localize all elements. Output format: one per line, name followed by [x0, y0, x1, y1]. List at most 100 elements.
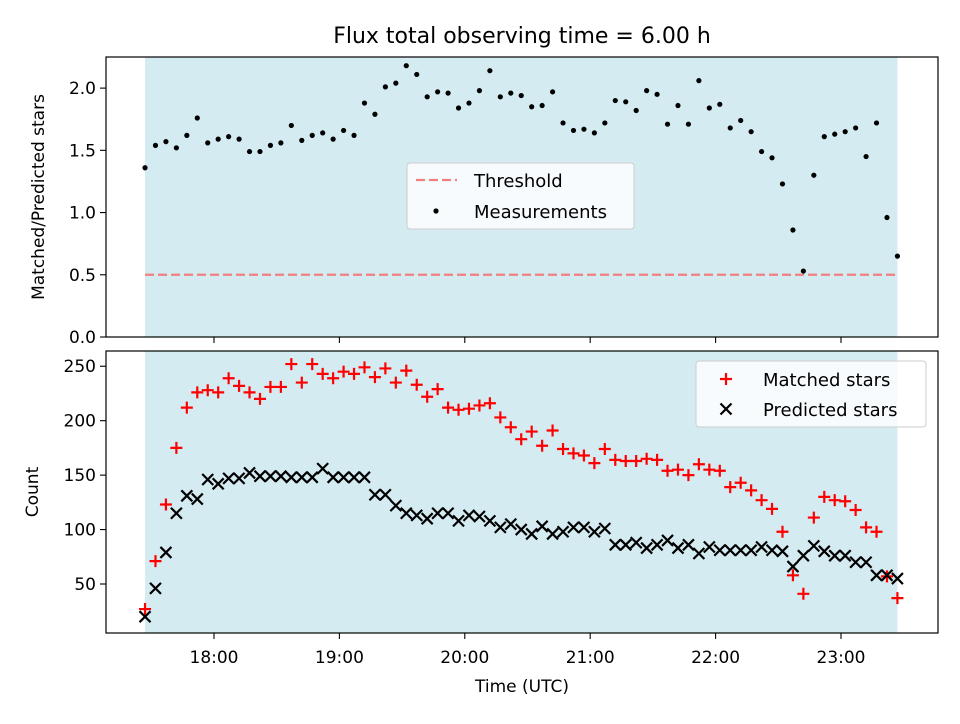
matched-point: [149, 555, 162, 568]
measurement-point: [863, 153, 869, 160]
predicted-point: [452, 514, 465, 528]
predicted-point: [682, 538, 695, 552]
legend-matched-swatch: [720, 373, 732, 385]
y-tick-label: 0.5: [69, 266, 96, 286]
predicted-point: [441, 506, 455, 520]
y-tick-label: 200: [64, 412, 96, 432]
predicted-point: [431, 506, 444, 520]
matched-point: [243, 386, 256, 399]
matched-point: [776, 525, 789, 538]
measurement-point: [790, 227, 796, 233]
predicted-point: [504, 517, 518, 531]
matched-point: [755, 494, 768, 507]
y-tick-label: 0.0: [69, 328, 96, 348]
matched-point: [567, 447, 580, 460]
predicted-point: [870, 569, 883, 582]
measurement-point: [351, 132, 357, 138]
matched-point: [483, 397, 496, 410]
matched-point: [337, 365, 350, 378]
measurement-point: [675, 102, 681, 109]
measurement-point: [644, 88, 650, 94]
measurement-point: [800, 268, 806, 274]
top-y-axis-label: Matched/Predicted stars: [29, 94, 49, 300]
matched-point: [619, 454, 632, 467]
measurement-point: [226, 134, 232, 140]
measurement-point: [654, 91, 660, 97]
x-tick-label: 21:00: [566, 648, 615, 668]
measurement-point: [769, 155, 775, 161]
matched-point: [473, 399, 486, 412]
measurement-point: [393, 80, 399, 86]
predicted-point: [640, 541, 653, 555]
measurement-point: [278, 140, 284, 146]
predicted-point: [818, 545, 831, 558]
measurement-point: [236, 136, 242, 142]
predicted-point: [170, 506, 183, 520]
measurement-point: [518, 92, 524, 99]
count-panel: 50 100 150 200 250 18:00 19:00 20:00 21:00 22:00…: [23, 350, 939, 697]
measurement-point: [664, 121, 671, 127]
y-tick-label: 1.5: [69, 141, 96, 161]
matched-point: [839, 495, 852, 508]
matched-point: [389, 376, 402, 389]
x-tick-label: 23:00: [817, 648, 866, 668]
matched-point: [849, 503, 862, 516]
top-legend: Threshold Measurements: [406, 162, 635, 230]
measurement-point: [320, 130, 326, 136]
predicted-point: [588, 525, 601, 539]
measurement-point: [246, 148, 253, 155]
matched-point: [274, 380, 287, 393]
measurement-point: [717, 101, 723, 107]
x-tick-label: 20:00: [440, 648, 489, 668]
measurement-point: [821, 134, 827, 140]
matched-point: [724, 481, 737, 494]
x-axis-label: Time (UTC): [474, 677, 569, 697]
top-axes-frame: [105, 56, 939, 338]
predicted-point: [253, 469, 267, 483]
matched-point: [703, 463, 716, 476]
matched-point: [745, 484, 758, 497]
matched-point: [671, 463, 684, 476]
measurement-point: [539, 102, 545, 109]
measurement-point: [163, 139, 169, 145]
measurement-point: [853, 125, 859, 131]
measurement-point: [403, 63, 409, 69]
measurement-point: [560, 120, 566, 126]
predicted-point: [180, 489, 194, 503]
measurement-point: [382, 84, 388, 90]
predicted-point: [305, 471, 319, 484]
y-tick-label: 2.0: [69, 79, 96, 99]
predicted-point: [400, 506, 413, 520]
legend-x-marker: [719, 402, 733, 416]
predicted-point: [671, 541, 685, 555]
measurement-point: [455, 105, 462, 111]
matched-point: [327, 372, 340, 385]
bottom-y-axis-label: Count: [23, 466, 43, 517]
measurement-point: [288, 122, 294, 129]
matched-point: [442, 401, 455, 414]
legend-measurements-label: Measurements: [474, 202, 607, 223]
matched-point: [651, 453, 664, 466]
top-y-axis: 0.0 0.5 1.0 1.5 2.0: [69, 79, 106, 348]
predicted-point: [473, 510, 486, 523]
measurement-point: [194, 115, 200, 121]
predicted-point: [828, 549, 842, 562]
legend-matched-label: Matched stars: [763, 370, 890, 391]
matched-point: [546, 424, 559, 437]
x-tick-label: 18:00: [190, 648, 239, 668]
matched-point: [598, 442, 611, 455]
predicted-point: [891, 572, 904, 585]
predicted-point: [859, 555, 873, 569]
measurement-point: [508, 90, 514, 96]
measurement-point: [257, 148, 263, 155]
predicted-point: [211, 477, 225, 491]
measurement-point: [602, 120, 608, 126]
predicted-stars-series: [138, 462, 904, 623]
bottom-legend: Matched stars Predicted stars: [695, 360, 927, 428]
measurement-point: [570, 127, 577, 134]
measurement-point: [299, 137, 305, 143]
predicted-point: [483, 514, 497, 528]
predicted-point: [609, 538, 622, 552]
